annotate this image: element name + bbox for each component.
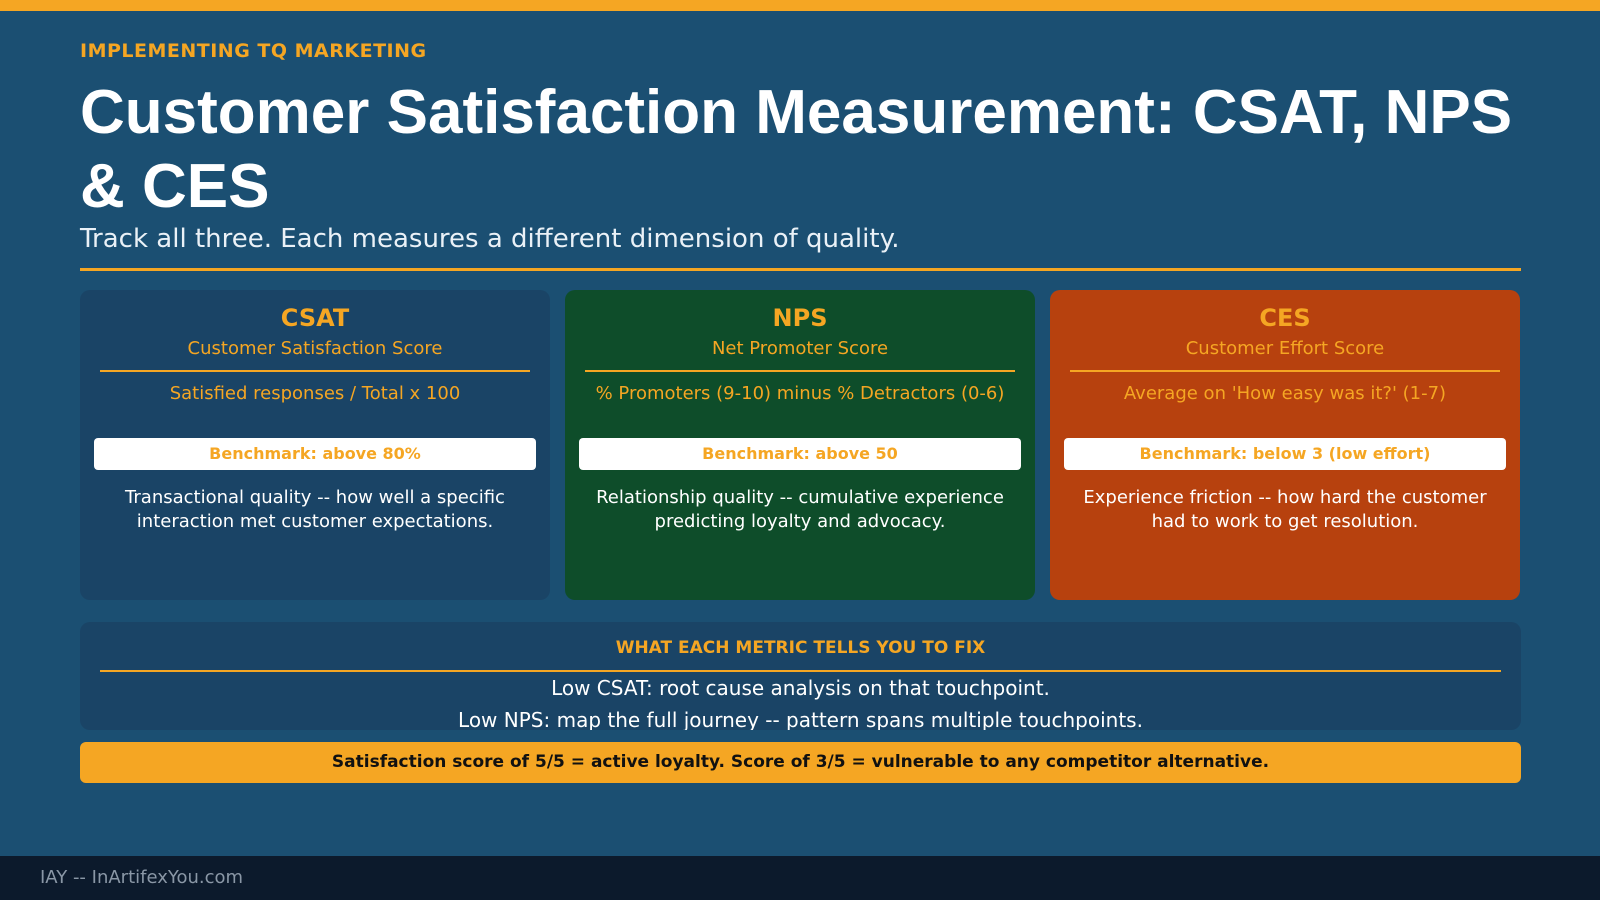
card-ces: CES Customer Effort Score Average on 'Ho… [1050,290,1520,600]
title-divider [80,268,1521,271]
card-abbr: NPS [772,304,828,332]
page-title: Customer Satisfaction Measurement: CSAT,… [80,78,1513,221]
benchmark-badge: Benchmark: above 80% [94,438,536,470]
card-name: Customer Effort Score [1185,338,1385,359]
card-name: Customer Satisfaction Score [187,338,443,359]
loyalty-callout: Satisfaction score of 5/5 = active loyal… [80,742,1521,783]
footer-text: IAY -- InArtifexYou.com [40,867,244,888]
card-formula: Satisfied responses / Total x 100 [169,383,461,404]
card-description: Experience friction -- how hard the cust… [1083,487,1487,532]
fix-line: Low CSAT: root cause analysis on that to… [551,676,1050,700]
card-divider [100,370,530,372]
card-csat: CSAT Customer Satisfaction Score Satisfi… [80,290,550,600]
footer-bar: IAY -- InArtifexYou.com [0,856,1600,900]
fix-line: Low NPS: map the full journey -- pattern… [458,708,1143,730]
card-nps: NPS Net Promoter Score % Promoters (9-10… [565,290,1035,600]
card-description: Relationship quality -- cumulative exper… [596,487,1004,532]
card-formula: Average on 'How easy was it?' (1-7) [1123,383,1447,404]
card-divider [585,370,1015,372]
top-accent-bar [0,0,1600,11]
fix-panel-heading: WHAT EACH METRIC TELLS YOU TO FIX [615,638,986,658]
benchmark-badge: Benchmark: above 50 [579,438,1021,470]
card-divider [1070,370,1500,372]
fix-list: Low CSAT: root cause analysis on that to… [80,672,1521,730]
card-abbr: CSAT [280,304,350,332]
card-description: Transactional quality -- how well a spec… [125,487,505,532]
fix-panel-divider [100,670,1501,672]
section-eyebrow: IMPLEMENTING TQ MARKETING [80,40,427,62]
fix-panel: WHAT EACH METRIC TELLS YOU TO FIX Low CS… [80,622,1521,730]
card-formula: % Promoters (9-10) minus % Detractors (0… [595,383,1005,404]
card-name: Net Promoter Score [711,338,889,359]
card-abbr: CES [1259,304,1311,332]
benchmark-badge: Benchmark: below 3 (low effort) [1064,438,1506,470]
page-subtitle: Track all three. Each measures a differe… [80,224,900,254]
